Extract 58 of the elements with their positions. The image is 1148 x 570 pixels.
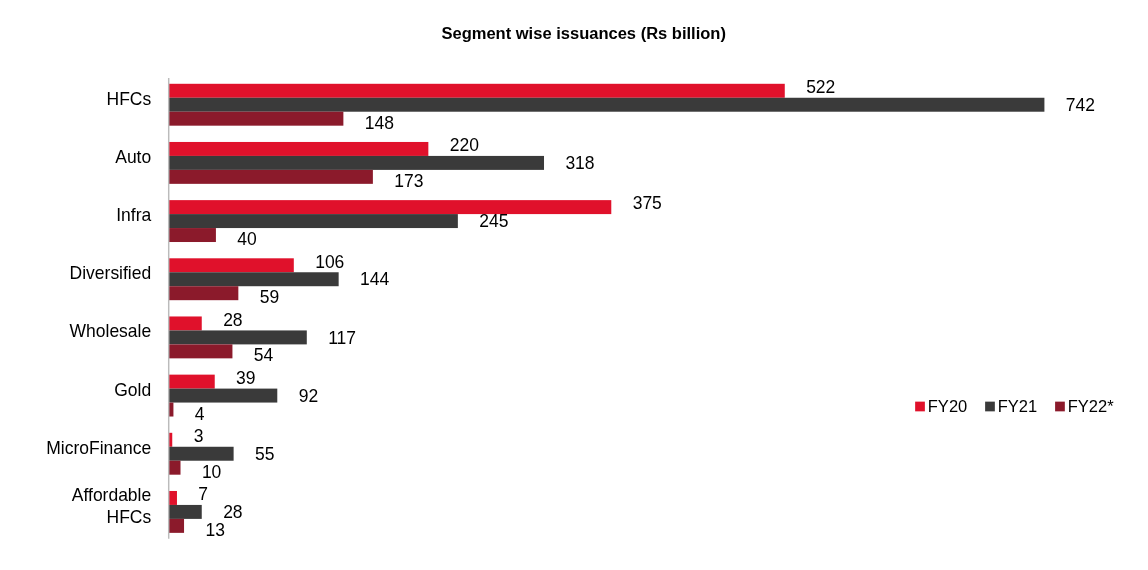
data-label: 92 xyxy=(298,385,319,406)
y-tick-label: Gold xyxy=(114,379,152,400)
data-label: 55 xyxy=(255,443,275,464)
bar xyxy=(168,141,429,156)
data-label: 318 xyxy=(565,153,595,174)
data-label: 28 xyxy=(223,502,243,523)
data-label: 7 xyxy=(198,484,209,505)
data-label: 144 xyxy=(360,269,390,290)
y-tick-label: Affordable HFCs xyxy=(71,485,152,527)
data-label: 148 xyxy=(364,112,394,133)
data-label: 28 xyxy=(223,309,243,330)
data-label: 375 xyxy=(632,193,662,214)
data-label: 522 xyxy=(806,77,836,98)
chart-title: Segment wise issuances (Rs billion) xyxy=(441,24,726,44)
y-tick-label: HFCs xyxy=(106,88,152,109)
data-label: 742 xyxy=(1065,94,1095,115)
data-label: 39 xyxy=(236,367,256,388)
data-label: 117 xyxy=(328,327,357,348)
data-label: 59 xyxy=(259,287,280,308)
y-tick-label: Auto xyxy=(115,146,152,167)
bar xyxy=(168,155,545,170)
bar xyxy=(168,214,458,229)
bar xyxy=(168,111,344,126)
bar xyxy=(168,97,1045,112)
bar xyxy=(168,258,294,273)
legend-label: FY20 xyxy=(927,397,968,417)
legend-label: FY21 xyxy=(997,397,1038,417)
data-label: 220 xyxy=(449,135,480,156)
data-label: 245 xyxy=(479,211,509,232)
bar xyxy=(168,200,612,215)
bar xyxy=(168,286,239,301)
data-label: 40 xyxy=(237,229,258,250)
y-tick-label: MicroFinance xyxy=(46,437,152,458)
bar xyxy=(168,83,785,98)
data-label: 13 xyxy=(205,519,225,540)
bar xyxy=(168,518,185,533)
bar xyxy=(168,169,373,184)
data-label: 106 xyxy=(315,251,345,272)
y-tick-label: Infra xyxy=(116,205,152,226)
bar xyxy=(168,330,307,345)
bar xyxy=(168,460,181,475)
bar xyxy=(168,504,202,519)
legend-label: FY22* xyxy=(1067,397,1115,417)
data-label: 173 xyxy=(394,170,424,191)
data-label: 3 xyxy=(193,426,204,447)
y-tick-label: Diversified xyxy=(69,263,152,284)
bar xyxy=(168,374,215,389)
data-label: 54 xyxy=(253,345,274,366)
bar xyxy=(168,272,339,287)
bar xyxy=(168,344,233,359)
y-tick-label: Wholesale xyxy=(69,321,152,342)
bar xyxy=(168,388,278,403)
bar xyxy=(168,490,177,505)
bar xyxy=(168,316,202,331)
data-label: 10 xyxy=(201,461,222,482)
bar xyxy=(168,446,234,461)
bar xyxy=(168,228,216,243)
data-label: 4 xyxy=(194,403,205,424)
